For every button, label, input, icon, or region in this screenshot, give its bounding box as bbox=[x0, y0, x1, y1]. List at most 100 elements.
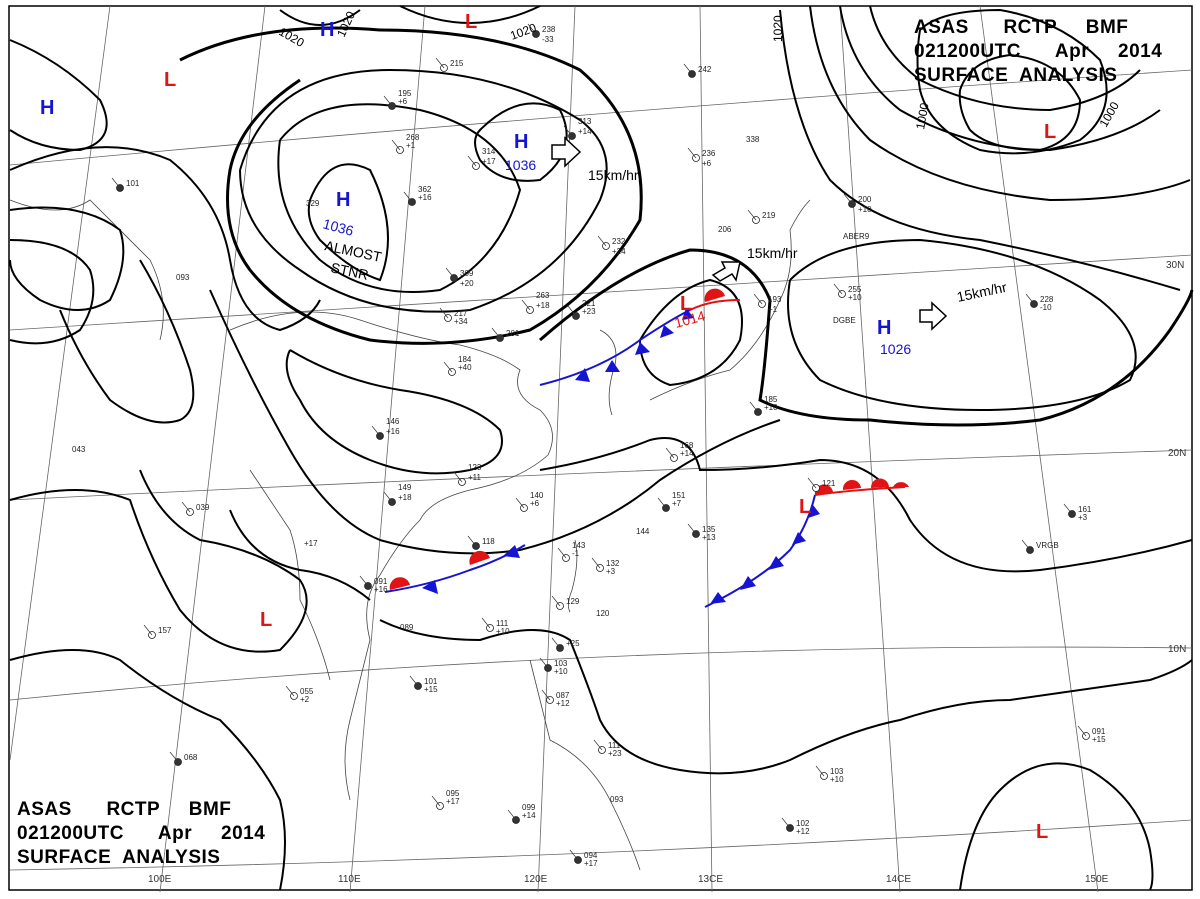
stationary-note: STNR bbox=[329, 259, 370, 283]
wind-barb-icon bbox=[383, 491, 393, 503]
station-value: 144 bbox=[636, 527, 650, 536]
station-value: 236 bbox=[702, 149, 716, 158]
wind-barb-icon bbox=[557, 547, 567, 559]
cold-front-pip bbox=[740, 576, 756, 590]
cold-front-pip bbox=[635, 342, 650, 355]
isobar bbox=[839, 5, 1161, 152]
wind-barb-icon bbox=[527, 23, 537, 35]
wind-barb-icon bbox=[563, 125, 573, 137]
station-value: +14 bbox=[578, 127, 592, 136]
station-value: +23 bbox=[608, 749, 622, 758]
station-value: +15 bbox=[1092, 735, 1106, 744]
motion-speed-label: 15km/hr bbox=[747, 245, 798, 261]
wind-barb-icon bbox=[515, 497, 525, 509]
cold-front-pip bbox=[660, 325, 674, 338]
station-value: 091 bbox=[374, 577, 388, 586]
station-value: +1 bbox=[406, 141, 416, 150]
meridian-130e bbox=[699, 5, 713, 893]
wind-barb-icon bbox=[431, 795, 441, 807]
high-marker: H bbox=[336, 189, 350, 211]
station-value: 168 bbox=[680, 441, 694, 450]
title-line-time: 021200UTC Apr 2014 bbox=[914, 41, 1163, 62]
station-value: 094 bbox=[584, 851, 598, 860]
station-value: 129 bbox=[566, 597, 580, 606]
motion-arrow bbox=[919, 301, 948, 331]
motion-arrow bbox=[711, 261, 741, 282]
wind-barb-icon bbox=[445, 267, 455, 279]
wind-barb-icon bbox=[435, 57, 445, 69]
parallel-0n bbox=[9, 819, 1193, 871]
isobar bbox=[239, 68, 608, 313]
station-value: 362 bbox=[418, 185, 432, 194]
wind-barb-icon bbox=[481, 617, 491, 629]
isobar bbox=[787, 238, 1137, 412]
wind-barb-icon bbox=[1077, 725, 1087, 737]
station-value: +6 bbox=[398, 97, 408, 106]
station-value: 093 bbox=[176, 273, 190, 282]
station-value: 206 bbox=[718, 225, 732, 234]
station-value: 123 bbox=[468, 463, 482, 472]
low-marker: L bbox=[1044, 121, 1056, 143]
title-line-agency: ASAS RCTP BMF bbox=[17, 799, 232, 820]
station-value: 309 bbox=[460, 269, 474, 278]
station-value: 232 bbox=[612, 237, 626, 246]
station-value: +16 bbox=[418, 193, 432, 202]
station-value: +13 bbox=[702, 533, 716, 542]
cold-front-line bbox=[539, 309, 691, 386]
station-value: +12 bbox=[556, 699, 570, 708]
station-value: +18 bbox=[536, 301, 550, 310]
station-value: 089 bbox=[400, 623, 414, 632]
station-value: 120 bbox=[596, 609, 610, 618]
wind-barb-icon bbox=[403, 191, 413, 203]
latitude-label: 10N bbox=[1168, 644, 1186, 655]
wind-barb-icon bbox=[111, 177, 121, 189]
station-value: +17 bbox=[446, 797, 460, 806]
station-value: -10 bbox=[1040, 303, 1052, 312]
wind-barb-icon bbox=[753, 293, 763, 305]
station-value: +3 bbox=[606, 567, 616, 576]
wind-barb-icon bbox=[443, 361, 453, 373]
station-value: 338 bbox=[746, 135, 760, 144]
wind-barb-icon bbox=[551, 637, 561, 649]
map-frame bbox=[8, 5, 1193, 891]
cold-front-pip bbox=[575, 368, 590, 382]
station-value: 091 bbox=[1092, 727, 1106, 736]
wind-barb-icon bbox=[687, 147, 697, 159]
station-value: +16 bbox=[386, 427, 400, 436]
wind-barb-icon bbox=[1021, 539, 1031, 551]
isobar bbox=[209, 289, 781, 555]
warm-front-pip bbox=[389, 577, 410, 590]
station-value: 255 bbox=[848, 285, 862, 294]
wind-barb-icon bbox=[143, 624, 153, 636]
station-value: 111 bbox=[608, 741, 621, 750]
latitude-label: 30N bbox=[1166, 260, 1184, 271]
station-value: 314 bbox=[482, 147, 496, 156]
isobar bbox=[229, 509, 371, 601]
high-marker: H bbox=[40, 97, 54, 119]
isobar bbox=[639, 278, 743, 387]
wind-barb-icon bbox=[439, 307, 449, 319]
cold-front-pip bbox=[682, 308, 694, 320]
isobar bbox=[279, 9, 361, 26]
title-block-bottom: ASAS RCTP BMF 021200UTC Apr 2014 SURFACE… bbox=[17, 798, 265, 870]
meridian-100e bbox=[159, 5, 266, 893]
station-value: 099 bbox=[522, 803, 536, 812]
motion-speed-label: 15km/hr bbox=[588, 167, 639, 183]
wind-barb-icon bbox=[409, 675, 419, 687]
isobar bbox=[9, 469, 308, 653]
cold-front-pip bbox=[792, 532, 806, 545]
station-value: +6 bbox=[702, 159, 712, 168]
isobar bbox=[399, 5, 541, 24]
station-value: 102 bbox=[796, 819, 810, 828]
wind-barb-icon bbox=[657, 497, 667, 509]
isobar bbox=[958, 53, 1082, 152]
warm-front-north bbox=[689, 288, 741, 311]
motion-arrows bbox=[551, 136, 948, 331]
wind-barb-icon bbox=[597, 235, 607, 247]
isobar bbox=[9, 39, 108, 152]
station-value: 221 bbox=[582, 299, 596, 308]
station-value: +40 bbox=[458, 363, 472, 372]
station-value: 135 bbox=[702, 525, 716, 534]
low-marker: L bbox=[260, 609, 272, 631]
station-value: 146 bbox=[386, 417, 400, 426]
